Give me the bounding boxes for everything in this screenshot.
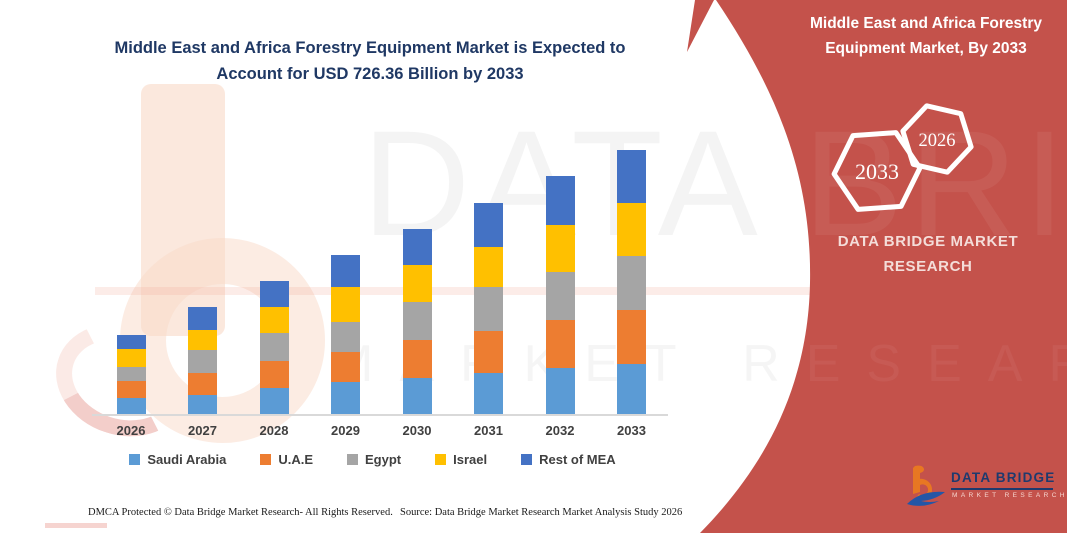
chart-legend: Saudi Arabia U.A.E Egypt Israel Rest of MEA [100, 452, 645, 467]
x-axis-label: 2027 [188, 423, 217, 438]
legend-item: U.A.E [260, 452, 313, 467]
hexagon-2026-label: 2026 [919, 131, 956, 151]
bar-segment [474, 286, 503, 332]
chart-title-line1: Middle East and Africa Forestry Equipmen… [114, 39, 626, 57]
legend-label: U.A.E [278, 452, 313, 467]
databridge-logo-text: DATA BRIDGE [951, 470, 1056, 485]
legend-item: Egypt [346, 452, 402, 467]
bar-segment [545, 271, 575, 321]
stacked-bar-2029 [331, 254, 360, 415]
legend-swatch [260, 454, 272, 465]
side-panel-title: Middle East and Africa Forestry Equipmen… [790, 12, 1062, 62]
legend-label: Egypt [364, 452, 402, 467]
side-panel-brand-line2: RESEARCH [883, 257, 973, 275]
x-axis-line [92, 414, 668, 416]
bar-segment [402, 378, 432, 415]
legend-label: Saudi Arabia [147, 452, 227, 467]
hexagon-badges: 2033 2026 [831, 103, 974, 212]
stacked-bar-2026 [116, 335, 146, 415]
legend-item: Israel [435, 452, 487, 467]
databridge-logo-icon [907, 465, 945, 506]
bar-segment [474, 246, 503, 287]
footer-copyright: DMCA Protected © Data Bridge Market Rese… [88, 507, 393, 518]
bar-segment [259, 360, 289, 388]
hexagon-2033-label: 2033 [855, 159, 899, 184]
bar-segment [116, 381, 146, 399]
bar-segment [188, 329, 217, 351]
legend-label: Israel [453, 452, 488, 467]
databridge-logo-rule [951, 488, 1053, 490]
x-axis-label: 2030 [402, 423, 432, 438]
legend-item: Saudi Arabia [129, 452, 226, 467]
side-panel-brand-line1: DATA BRIDGE MARKET [837, 233, 1019, 250]
legend-label: Rest of MEA [539, 452, 616, 467]
bar-segment [331, 381, 360, 415]
bar-segment [617, 150, 646, 203]
legend-swatch [346, 454, 358, 465]
x-axis-label: 2028 [259, 423, 289, 438]
bar-segment [188, 307, 217, 330]
bar-segment [116, 367, 146, 382]
bar-segment [545, 176, 575, 225]
legend-item: Rest of MEA [521, 452, 616, 467]
x-axis-label: 2026 [116, 423, 146, 438]
x-axis-label: 2031 [474, 423, 503, 438]
chart-title: Middle East and Africa Forestry Equipmen… [95, 36, 645, 87]
bar-segment [617, 309, 646, 364]
stacked-bar-2031 [474, 203, 503, 415]
x-axis-label: 2033 [617, 423, 646, 438]
bar-segment [402, 264, 432, 302]
stacked-bar-2028 [259, 281, 289, 415]
bar-segment [259, 306, 289, 334]
bar-segment [402, 301, 432, 341]
bar-segment [617, 255, 646, 310]
bar-segment [188, 350, 217, 374]
stacked-bar-2027 [188, 307, 217, 415]
legend-swatch [521, 454, 533, 465]
bar-segment [474, 203, 503, 247]
stacked-bar-2033 [617, 150, 646, 415]
legend-swatch [435, 454, 447, 465]
bar-segment [331, 352, 360, 382]
bar-segment [188, 373, 217, 395]
bar-segment [545, 367, 575, 415]
bar-segment [617, 202, 646, 256]
bar-segment [331, 287, 360, 322]
bar-segment [617, 363, 646, 415]
stacked-bar-2030 [402, 228, 432, 415]
bar-segment [116, 349, 146, 368]
bar-segment [331, 254, 360, 288]
x-axis-label: 2032 [545, 423, 575, 438]
legend-swatch [129, 454, 141, 465]
side-panel-title-line1: Middle East and Africa Forestry [810, 15, 1042, 32]
bar-segment [116, 398, 146, 415]
bar-segment [259, 281, 289, 307]
bar-segment [116, 335, 146, 350]
footer-source: Source: Data Bridge Market Research Mark… [400, 507, 683, 518]
bar-segment [474, 373, 503, 415]
bar-segment [402, 340, 432, 379]
bar-segment [402, 228, 432, 265]
bar-segment [474, 331, 503, 374]
side-panel-brand: DATA BRIDGE MARKET RESEARCH [812, 230, 1044, 280]
stacked-bar-2032 [545, 176, 575, 415]
x-axis-label: 2029 [331, 423, 360, 438]
chart-title-line2: Account for USD 726.36 Billion by 2033 [216, 64, 524, 83]
bar-segment [259, 333, 289, 361]
bar-segment [259, 388, 289, 415]
bar-segment [331, 321, 360, 353]
bar-segment [545, 224, 575, 272]
bar-segment [545, 320, 575, 368]
databridge-logo-tagline: MARKET RESEARCH [952, 492, 1067, 499]
side-panel-title-line2: Equipment Market, By 2033 [825, 39, 1027, 57]
bar-segment [188, 394, 217, 415]
